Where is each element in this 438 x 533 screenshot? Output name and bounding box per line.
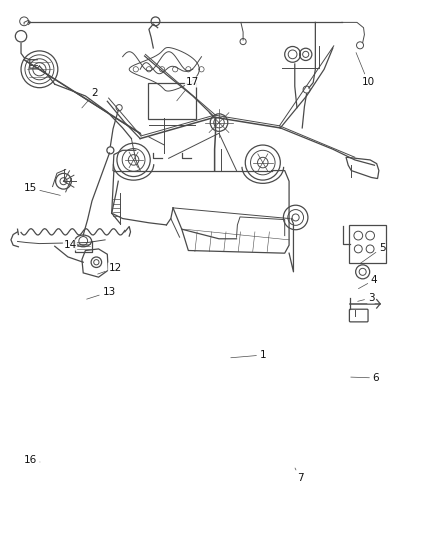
Text: 6: 6 bbox=[351, 373, 379, 383]
Text: 16: 16 bbox=[23, 455, 40, 465]
Text: 2: 2 bbox=[82, 88, 98, 108]
Text: 17: 17 bbox=[177, 77, 198, 101]
Text: 5: 5 bbox=[360, 243, 385, 263]
Text: 15: 15 bbox=[23, 183, 60, 196]
Text: 4: 4 bbox=[358, 275, 377, 289]
Text: 14: 14 bbox=[64, 240, 87, 250]
Text: 10: 10 bbox=[356, 53, 374, 87]
Text: 3: 3 bbox=[358, 293, 374, 303]
Text: 1: 1 bbox=[231, 350, 266, 360]
Text: 12: 12 bbox=[98, 263, 122, 274]
Text: 7: 7 bbox=[295, 468, 303, 483]
Text: 13: 13 bbox=[87, 287, 116, 299]
